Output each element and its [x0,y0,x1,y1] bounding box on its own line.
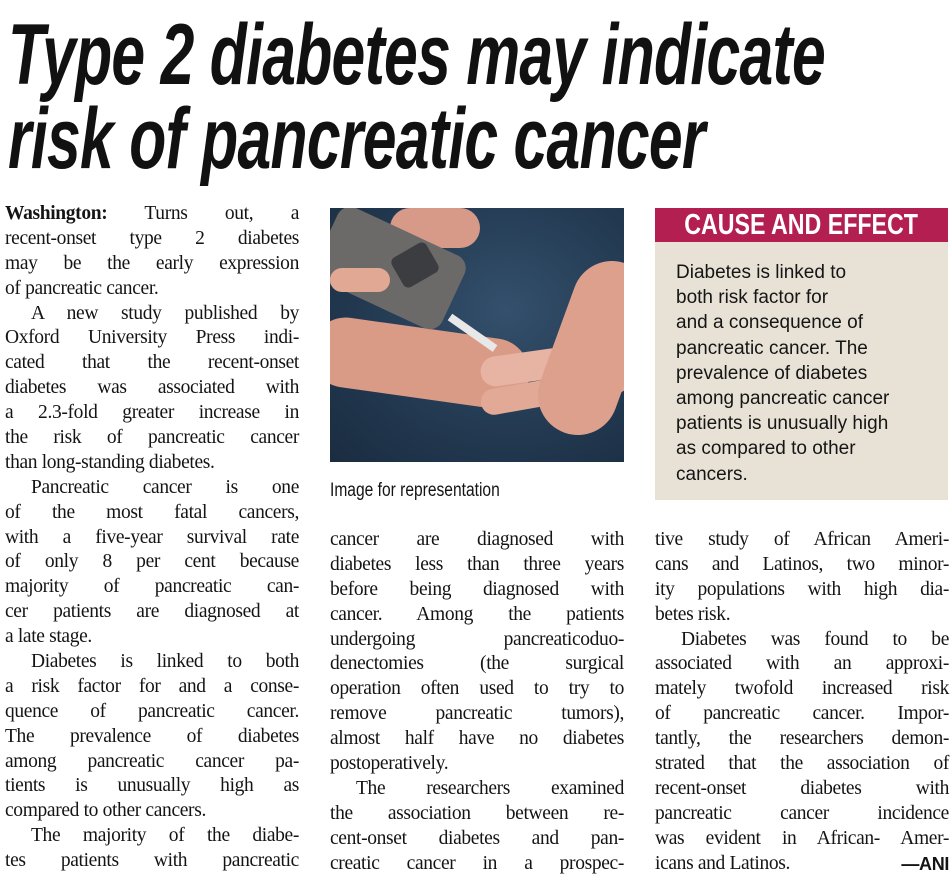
article-line: a 2.3-fold greater increase in [5,402,299,424]
article-line-text: Turns out, a [107,203,299,224]
box-title-text: CAUSE AND EFFECT [684,209,919,241]
article-line: majority of pancreatic can- [5,576,299,598]
article-line: tive study of African Ameri- [655,529,949,550]
article-line: cancer are diagnosed with [330,529,624,550]
article-line: of pancreatic cancer. Impor- [655,703,949,725]
box-text-line: among pancreatic cancer [676,388,890,410]
headline-line-2: risk of pancreatic cancer [8,91,706,187]
article-line: almost half have no diabetes [330,728,624,750]
article-line: tantly, the researchers demon- [655,728,949,750]
article-line: Pancreatic cancer is one [31,476,299,498]
article-line: denectomies (the surgical [330,653,624,675]
article-column-1: Washington: Turns out, a recent-onset typ… [5,202,299,874]
article-line: strated that the association of [655,753,949,775]
article-line: of the most fatal cancers, [5,501,299,523]
article-photo [330,208,624,462]
article-line: pancreatic cancer incidence [655,802,949,824]
article-line: associated with an approxi- [655,653,949,675]
article-line: among pancreatic cancer pa- [5,750,299,772]
article-line: the risk of pancreatic cancer [5,427,299,449]
article-line: of pancreatic cancer. [5,277,159,299]
dateline: Washington: [5,203,108,224]
article-line: before being diagnosed with [330,578,624,600]
box-body: Diabetes is linked to both risk factor fo… [676,260,889,487]
article-line: quence of pancreatic cancer. [5,700,299,722]
article-line: tients is unusually high as [5,775,299,797]
box-text-line: both risk factor for [676,287,829,309]
box-text-line: and a consequence of [676,312,863,334]
box-text-line: cancers. [676,463,748,485]
article-line: cent-onset diabetes and pan- [330,827,624,849]
photo-caption: Image for representation [330,480,500,501]
article-line: icans and Latinos. —ANI [655,852,949,877]
article-line: tes patients with pancreatic [5,850,299,872]
article-line: the association between re- [330,802,624,824]
hand-right-shape [526,249,624,447]
article-column-3: tive study of African Ameri-cans and Lat… [655,528,949,876]
article-line: operation often used to try to [330,678,624,700]
article-line: a late stage. [5,626,92,648]
article-line: of only 8 per cent because [5,551,299,573]
article-line: diabetes less than three years [330,553,624,575]
box-text-line: prevalence of diabetes [676,362,868,384]
article-line: The researchers examined [356,777,624,799]
article-line: was evident in African- Amer- [655,827,949,849]
article-line: Washington: Turns out, a [5,202,299,227]
box-title: CAUSE AND EFFECT [655,208,948,242]
article-line: Diabetes was found to be [681,628,949,650]
article-line: postoperatively. [330,753,449,775]
box-text-line: Diabetes is linked to [676,262,847,283]
headline-line-1: Type 2 diabetes may indicate [8,7,826,103]
article-line: cancer. Among the patients [330,603,624,625]
article-line: Diabetes is linked to both [31,651,299,673]
box-text-line: pancreatic cancer. The [676,337,868,359]
article-line: cated that the recent-onset [5,352,299,374]
article-line: remove pancreatic tumors), [330,703,624,725]
article-line: compared to other cancers. [5,800,206,822]
finger-shape [330,268,390,292]
article-line: The prevalence of diabetes [5,725,299,747]
article-line: creatic cancer in a prospec- [330,852,624,874]
box-text-line: patients is unusually high [676,413,889,435]
article-line-text: icans and Latinos. [655,852,791,874]
article-line: with a five-year survival rate [5,526,299,548]
article-line: a risk factor for and a conse- [5,675,299,697]
article-line: recent-onset type 2 diabetes [5,227,299,249]
article-line: betes risk. [655,603,731,625]
article-line: than long-standing diabetes. [5,451,215,473]
article-line: diabetes was associated with [5,377,299,399]
article-line: A new study published by [31,302,299,324]
article-line: The majority of the diabe- [31,825,299,847]
article-column-2: cancer are diagnosed with diabetes less t… [330,528,624,876]
article-line: may be the early expression [5,252,299,274]
article-line: ity populations with high dia- [655,578,949,600]
article-line: Oxford University Press indi- [5,327,299,349]
box-text-line: as compared to other [676,438,856,460]
article-line: mately twofold increased risk [655,678,949,700]
credit-byline: —ANI [901,853,949,874]
article-line: undergoing pancreaticoduo- [330,628,624,650]
article-line: cans and Latinos, two minor- [655,553,949,575]
cause-and-effect-box: CAUSE AND EFFECT Diabetes is linked to bo… [655,208,948,500]
article-line: recent-onset diabetes with [655,777,949,799]
article-line: cer patients are diagnosed at [5,601,299,623]
